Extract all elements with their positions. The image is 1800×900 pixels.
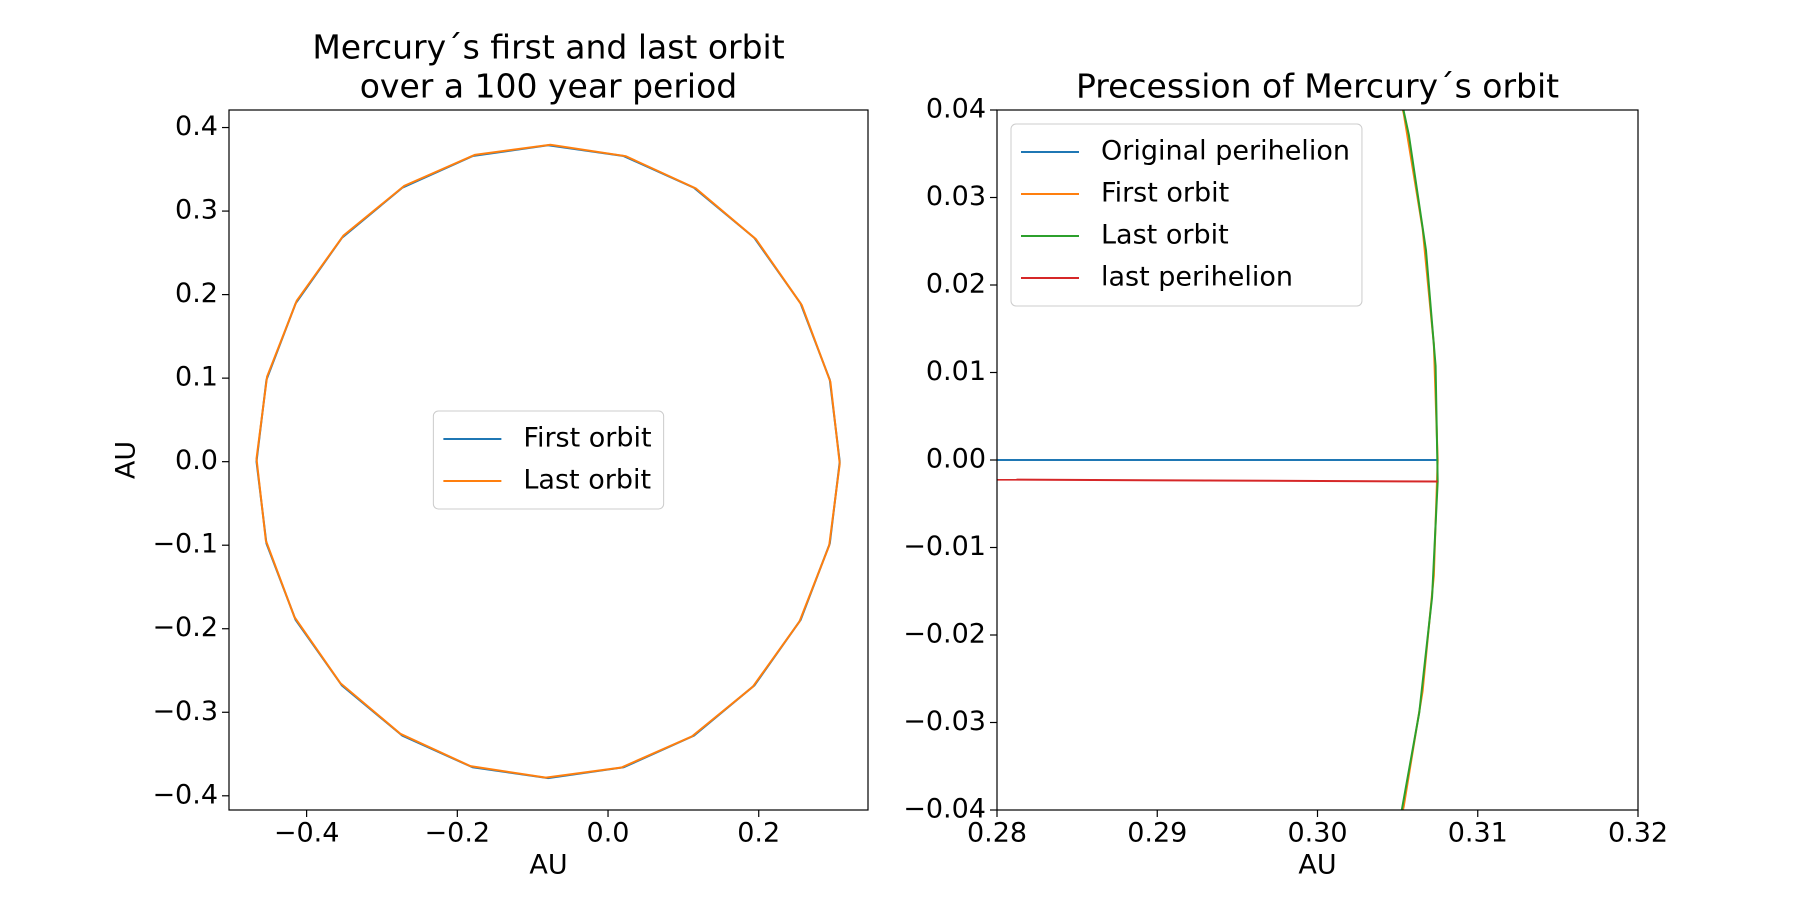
chart-title: Precession of Mercury´s orbit: [1076, 67, 1559, 106]
y-tick-label: 0.4: [175, 111, 218, 142]
plot-area: [255, 143, 841, 780]
y-tick-label: 0.03: [926, 181, 986, 212]
series-line: [255, 143, 841, 779]
y-tick-label: −0.01: [903, 531, 986, 562]
legend-label: First orbit: [1101, 178, 1229, 209]
legend: First orbit Last orbit: [432, 410, 665, 510]
x-tick-label: 0.31: [1448, 818, 1508, 849]
legend-label: last perihelion: [1101, 262, 1293, 293]
x-tick-label: 0.30: [1287, 818, 1347, 849]
x-axis-label: AU: [1298, 850, 1336, 881]
x-tick-label: 0.32: [1608, 818, 1668, 849]
y-tick-label: −0.1: [152, 529, 218, 560]
x-axis-label: AU: [529, 850, 567, 881]
y-tick-label: 0.1: [175, 362, 218, 393]
legend: Original perihelion First orbit Last orbit…: [1010, 123, 1363, 307]
y-tick-label: −0.2: [152, 612, 218, 643]
y-tick-label: 0.02: [926, 269, 986, 300]
x-tick-label: −0.2: [425, 818, 491, 849]
legend-box: [1010, 123, 1363, 307]
chart-title: Mercury´s first and last orbit: [312, 28, 784, 67]
plot-area: [997, 110, 1439, 810]
y-tick-label: −0.3: [152, 696, 218, 727]
y-tick-label: −0.03: [903, 706, 986, 737]
y-tick-label: −0.4: [152, 779, 218, 810]
legend-box: [432, 410, 665, 510]
legend-label: Last orbit: [523, 465, 651, 496]
y-tick-label: 0.0: [175, 445, 218, 476]
y-tick-label: −0.02: [903, 619, 986, 650]
y-tick-label: 0.2: [175, 278, 218, 309]
y-tick-label: 0.3: [175, 195, 218, 226]
y-tick-label: 0.04: [926, 94, 986, 125]
series-line: [1401, 110, 1439, 810]
legend-label: First orbit: [523, 423, 651, 454]
x-tick-label: 0.28: [967, 818, 1027, 849]
x-tick-label: 0.29: [1127, 818, 1187, 849]
x-tick-label: −0.4: [274, 818, 340, 849]
y-tick-label: 0.01: [926, 356, 986, 387]
chart-title: over a 100 year period: [360, 67, 738, 106]
y-tick-label: −0.04: [903, 794, 986, 825]
plot-frame: [228, 109, 869, 811]
legend-label: Original perihelion: [1101, 136, 1350, 167]
x-tick-label: 0.0: [587, 818, 630, 849]
y-tick-label: 0.00: [926, 444, 986, 475]
x-tick-label: 0.2: [737, 818, 780, 849]
legend-label: Last orbit: [1101, 220, 1229, 251]
y-axis-label: AU: [111, 441, 142, 479]
